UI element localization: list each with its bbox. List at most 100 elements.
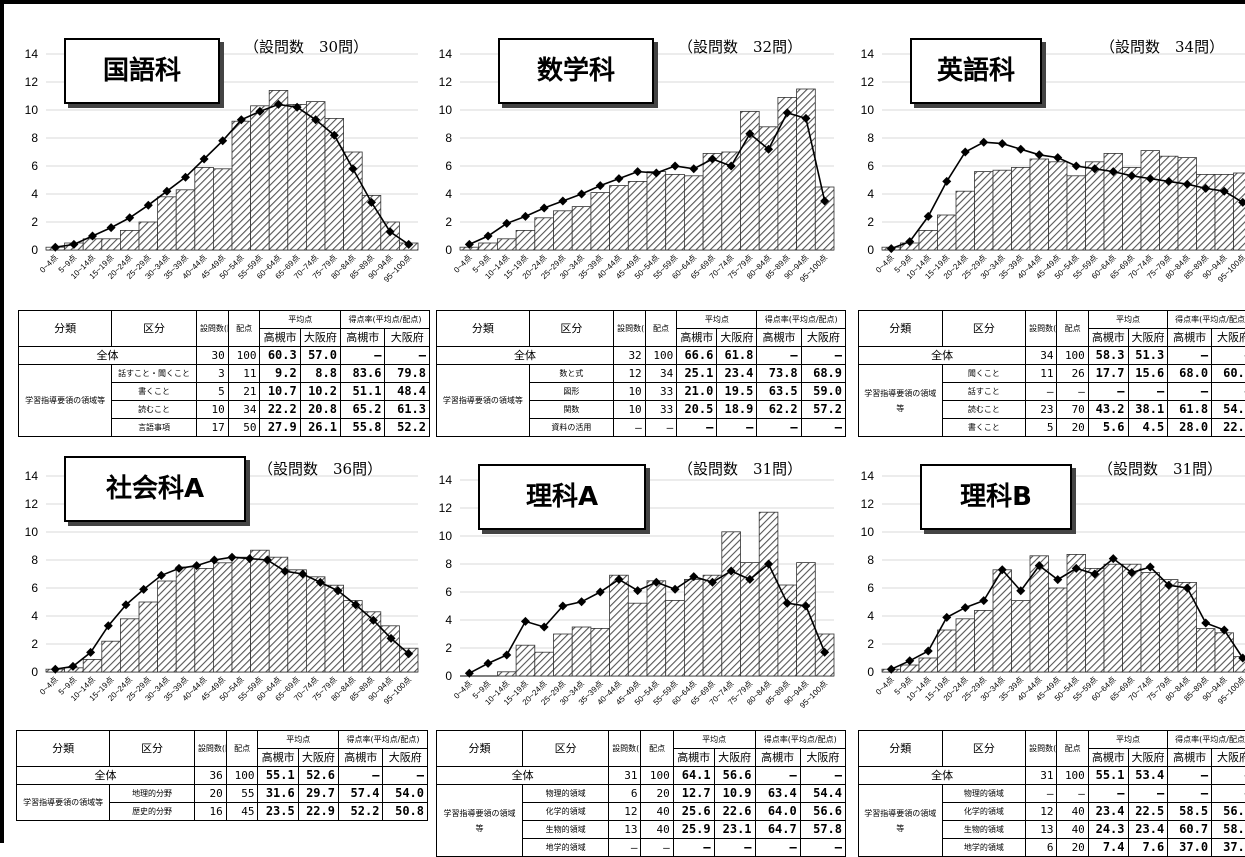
cell-rate-takatsuki: ― <box>755 839 800 857</box>
cell-avg-takatsuki: 23.5 <box>258 803 298 821</box>
cell-avg-osaka: 23.1 <box>714 821 755 839</box>
cell-points: 100 <box>641 767 673 785</box>
header-division: 区分 <box>942 311 1026 347</box>
bar <box>901 665 920 672</box>
bar <box>591 193 610 250</box>
y-tick-label: 0 <box>31 665 38 679</box>
header-num-questions: 設問数(問) <box>194 731 226 767</box>
cell-num-questions: 31 <box>609 767 641 785</box>
bar <box>554 211 573 250</box>
bar <box>213 563 232 672</box>
y-tick-label: 14 <box>439 47 453 61</box>
y-tick-label: 2 <box>31 637 38 651</box>
cell-avg-osaka: ― <box>717 419 757 437</box>
cell-points: ― <box>641 839 673 857</box>
y-tick-label: 10 <box>25 103 39 117</box>
cell-division: 書くこと <box>112 383 197 401</box>
cell-division: 地学的領域 <box>523 839 609 857</box>
cell-num-questions: 17 <box>196 419 228 437</box>
cell-avg-takatsuki: 21.0 <box>677 383 717 401</box>
subject-title: 理科A <box>478 464 646 530</box>
y-tick-label: 10 <box>861 103 875 117</box>
row-domain-label: 学習指導要領の領域等 <box>17 785 110 821</box>
y-tick-label: 12 <box>25 497 39 511</box>
cell-avg-takatsuki: 58.3 <box>1088 347 1128 365</box>
cell-num-questions: 32 <box>614 347 646 365</box>
question-count: （設問数 34問） <box>1100 36 1224 57</box>
header-average: 平均点 <box>258 731 339 749</box>
bar <box>120 230 139 250</box>
y-tick-label: 4 <box>445 187 452 201</box>
cell-avg-takatsuki: 25.6 <box>673 803 714 821</box>
bar <box>919 230 938 250</box>
y-tick-label: 6 <box>31 581 38 595</box>
cell-points: ― <box>1057 785 1088 803</box>
line-point <box>596 588 605 597</box>
y-tick-label: 12 <box>861 75 875 89</box>
cell-avg-osaka: 8.8 <box>300 365 340 383</box>
cell-avg-takatsuki: ― <box>677 419 717 437</box>
bar <box>684 176 703 250</box>
cell-num-questions: 13 <box>1026 821 1057 839</box>
cell-avg-osaka: ― <box>1128 383 1168 401</box>
bar <box>213 169 232 250</box>
cell-num-questions: 30 <box>196 347 228 365</box>
cell-points: 100 <box>645 347 677 365</box>
header-osaka: 大阪府 <box>300 329 340 347</box>
bar <box>102 641 121 672</box>
header-osaka: 大阪府 <box>801 329 845 347</box>
cell-rate-takatsuki: 73.8 <box>757 365 801 383</box>
cell-num-questions: 16 <box>194 803 226 821</box>
row-whole-label: 全体 <box>437 347 614 365</box>
cell-rate-osaka: 54.4 <box>1212 401 1245 419</box>
cell-avg-osaka: 23.4 <box>1128 821 1168 839</box>
cell-num-questions: 10 <box>614 383 646 401</box>
cell-rate-takatsuki: 28.0 <box>1168 419 1212 437</box>
line-point <box>125 213 134 222</box>
cell-num-questions: 36 <box>194 767 226 785</box>
row-domain-label: 学習指導要領の領域等 <box>859 365 943 437</box>
line-point <box>998 139 1007 148</box>
cell-avg-osaka: 26.1 <box>300 419 340 437</box>
header-points: 配点 <box>645 311 677 347</box>
bar <box>1067 176 1086 250</box>
score-table: 分類区分設問数(問)配点平均点得点率(平均点/配点)高槻市大阪府高槻市大阪府全体… <box>18 310 430 437</box>
header-division: 区分 <box>523 731 609 767</box>
header-points: 配点 <box>226 731 258 767</box>
header-points: 配点 <box>228 311 260 347</box>
header-takatsuki: 高槻市 <box>1168 329 1212 347</box>
cell-avg-osaka: 7.6 <box>1128 839 1168 857</box>
y-tick-label: 4 <box>31 609 38 623</box>
header-average: 平均点 <box>260 311 341 329</box>
bar <box>684 579 703 676</box>
question-count: （設問数 32問） <box>678 36 802 57</box>
cell-points: 100 <box>226 767 258 785</box>
y-tick-label: 8 <box>31 553 38 567</box>
cell-points: 11 <box>228 365 260 383</box>
header-osaka: 大阪府 <box>1128 329 1168 347</box>
bar <box>1012 601 1031 672</box>
x-tick-label: 0~4点 <box>874 253 896 275</box>
x-tick-label: 0~4点 <box>38 675 60 697</box>
cell-rate-takatsuki: 58.5 <box>1168 803 1212 821</box>
cell-division: 物理的領域 <box>523 785 609 803</box>
cell-rate-takatsuki: 37.0 <box>1168 839 1212 857</box>
cell-rate-osaka: 57.8 <box>800 821 845 839</box>
row-whole-label: 全体 <box>19 347 197 365</box>
y-tick-label: 6 <box>31 159 38 173</box>
cell-num-questions: 10 <box>614 401 646 419</box>
cell-division: 関数 <box>529 401 613 419</box>
cell-division: 生物的領域 <box>523 821 609 839</box>
cell-avg-osaka: 61.8 <box>717 347 757 365</box>
bar <box>344 601 363 672</box>
header-osaka: 大阪府 <box>385 329 430 347</box>
cell-avg-takatsuki: 22.2 <box>260 401 300 419</box>
bar <box>919 658 938 672</box>
bar <box>975 610 994 672</box>
cell-avg-takatsuki: 10.7 <box>260 383 300 401</box>
row-whole-label: 全体 <box>859 767 1026 785</box>
cell-rate-osaka: 79.8 <box>385 365 430 383</box>
